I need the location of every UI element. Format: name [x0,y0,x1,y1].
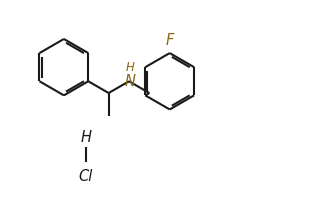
Text: H: H [80,130,91,146]
Text: N: N [124,74,136,89]
Text: H: H [126,61,134,74]
Text: Cl: Cl [79,169,93,184]
Text: F: F [166,33,174,48]
